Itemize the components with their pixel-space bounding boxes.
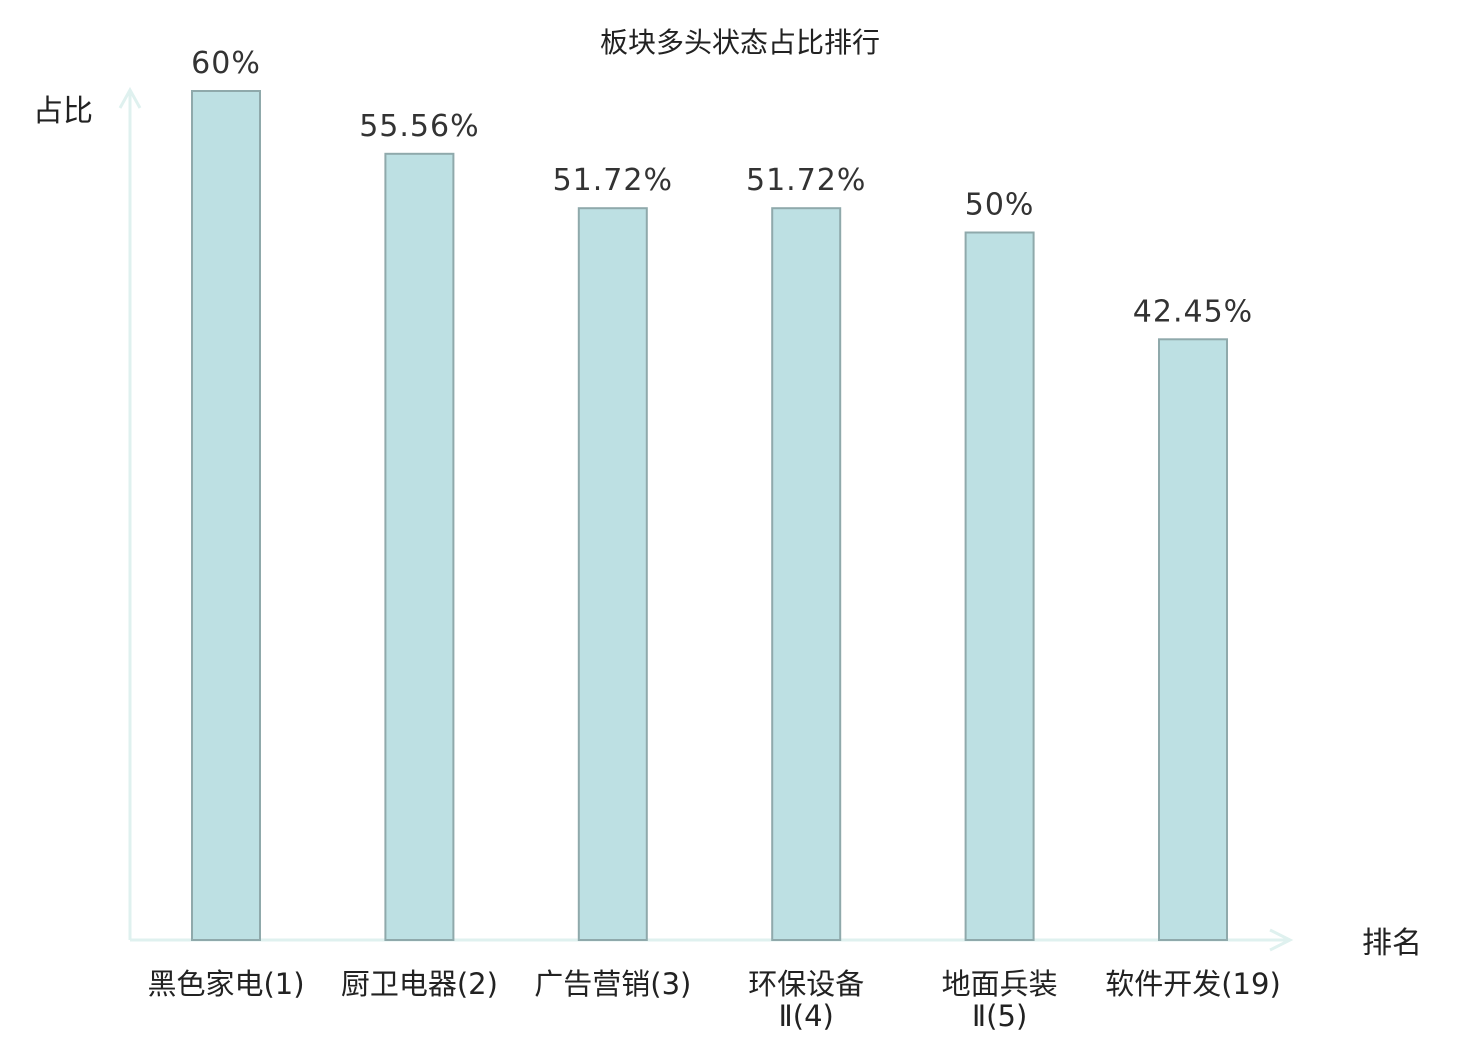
tick-label: 厨卫电器(2) (341, 967, 498, 1001)
tick-label: 地面兵装 (942, 967, 1058, 1001)
x-axis: 排名 (130, 926, 1422, 961)
tick-label: Ⅱ(4) (779, 999, 834, 1033)
data-label: 60% (191, 46, 261, 81)
bars (191, 90, 1228, 942)
data-label: 51.72% (746, 163, 866, 198)
x-axis-arrow-icon (1269, 928, 1294, 952)
y-axis-arrow-icon (118, 86, 142, 109)
x-axis-label: 排名 (1362, 926, 1422, 961)
chart-title: 板块多头状态占比排行 (600, 26, 880, 59)
tick-label: Ⅱ(5) (972, 999, 1027, 1033)
tick-label: 广告营销(3) (534, 967, 691, 1001)
data-label: 42.45% (1133, 294, 1253, 329)
bar (771, 207, 842, 941)
bar (384, 152, 455, 942)
bar (1158, 338, 1228, 941)
y-axis-label: 占比 (33, 94, 93, 129)
y-axis: 占比 (33, 86, 142, 940)
value-labels: 60% 55.56% 51.72% 51.72% 50% 42.45% (191, 46, 1253, 329)
tick-label: 黑色家电(1) (147, 967, 304, 1001)
tick-label: 环保设备 (748, 967, 864, 1001)
bar (191, 90, 261, 941)
bar (964, 231, 1035, 941)
tick-label: 软件开发(19) (1105, 967, 1281, 1001)
data-label: 50% (965, 188, 1035, 223)
data-label: 51.72% (553, 163, 673, 198)
data-label: 55.56% (359, 109, 479, 144)
bar (577, 207, 648, 941)
